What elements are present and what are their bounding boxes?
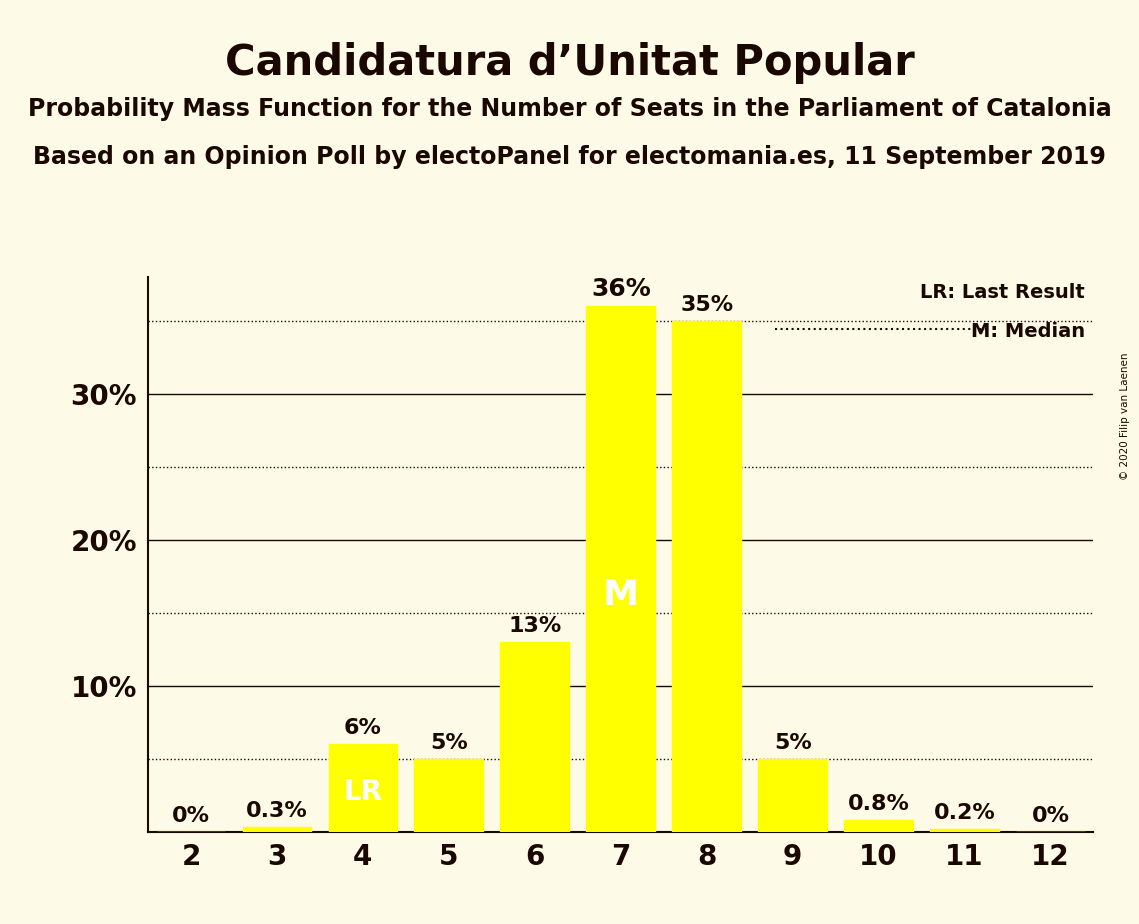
Text: 36%: 36%: [591, 276, 650, 300]
Text: 6%: 6%: [344, 718, 382, 738]
Text: M: Median: M: Median: [970, 322, 1084, 341]
Text: LR: LR: [344, 778, 383, 807]
Bar: [328, 744, 398, 832]
Bar: [243, 827, 311, 832]
Text: 13%: 13%: [508, 616, 562, 636]
Text: Based on an Opinion Poll by electoPanel for electomania.es, 11 September 2019: Based on an Opinion Poll by electoPanel …: [33, 145, 1106, 169]
Text: 0%: 0%: [172, 806, 210, 826]
Bar: [844, 820, 913, 832]
Text: 0.3%: 0.3%: [246, 801, 308, 821]
Bar: [587, 307, 655, 832]
Text: 0.8%: 0.8%: [847, 794, 910, 814]
Text: Candidatura d’Unitat Popular: Candidatura d’Unitat Popular: [224, 42, 915, 83]
Bar: [672, 321, 741, 832]
Text: Probability Mass Function for the Number of Seats in the Parliament of Catalonia: Probability Mass Function for the Number…: [27, 97, 1112, 121]
Text: 35%: 35%: [680, 295, 734, 315]
Text: 0.2%: 0.2%: [934, 803, 995, 823]
Text: M: M: [603, 578, 639, 613]
Text: 5%: 5%: [773, 733, 811, 753]
Text: 5%: 5%: [431, 733, 468, 753]
Bar: [415, 759, 483, 832]
Text: © 2020 Filip van Laenen: © 2020 Filip van Laenen: [1120, 352, 1130, 480]
Text: LR: Last Result: LR: Last Result: [920, 283, 1084, 302]
Bar: [500, 642, 570, 832]
Bar: [931, 829, 999, 832]
Text: 0%: 0%: [1032, 806, 1070, 826]
Bar: [759, 759, 827, 832]
